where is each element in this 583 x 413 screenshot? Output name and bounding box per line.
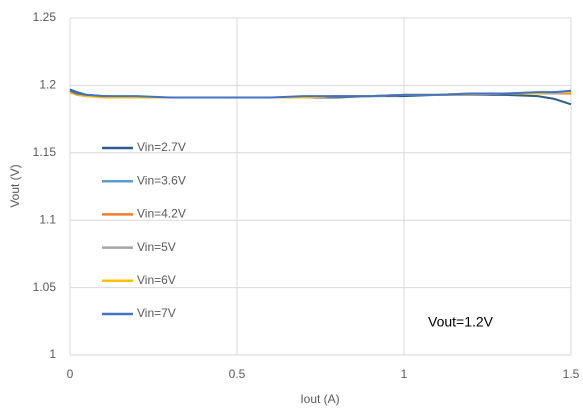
legend-label: Vin=6V — [137, 273, 176, 287]
y-tick-label: 1.2 — [39, 78, 56, 92]
y-tick-label: 1 — [49, 347, 56, 361]
x-tick-label: 0.5 — [229, 367, 246, 381]
legend-label: Vin=3.6V — [137, 173, 186, 187]
legend-label: Vin=7V — [137, 306, 176, 320]
y-axis-title: Vout (V) — [8, 164, 22, 207]
x-tick-label: 0 — [67, 367, 74, 381]
y-tick-label: 1.1 — [39, 212, 56, 226]
y-tick-label: 1.15 — [33, 145, 57, 159]
x-tick-label: 1 — [401, 367, 408, 381]
x-tick-label: 1.5 — [563, 367, 580, 381]
series-line — [69, 89, 572, 99]
legend-label: Vin=4.2V — [137, 207, 186, 221]
x-axis-title: Iout (A) — [300, 392, 339, 406]
y-tick-label: 1.05 — [33, 280, 57, 294]
annotation: Vout=1.2V — [428, 314, 494, 330]
y-tick-label: 1.25 — [33, 10, 57, 24]
legend-label: Vin=2.7V — [137, 140, 186, 154]
legend-label: Vin=5V — [137, 240, 176, 254]
